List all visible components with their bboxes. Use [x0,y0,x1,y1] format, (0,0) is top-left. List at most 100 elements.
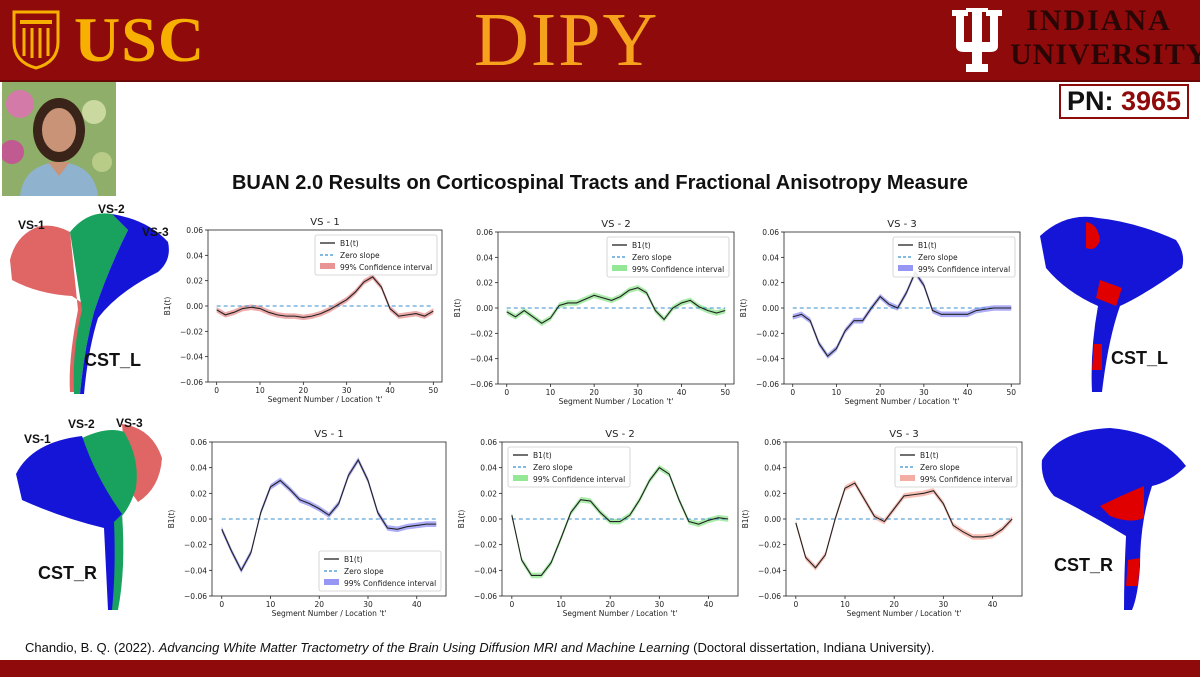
header-banner: USC DIPY INDIANA UNIVERSITY [0,0,1200,82]
x-tick-label: 10 [255,386,265,395]
y-tick-label: 0.00 [764,515,781,524]
y-tick-label: −0.02 [470,329,493,338]
legend-ci-swatch [900,475,915,481]
legend-zero-label: Zero slope [920,463,960,472]
b1-series-line [792,271,1012,357]
y-tick-label: 0.02 [764,489,781,498]
legend-box [894,446,1018,488]
y-tick-label: 0.06 [186,226,203,235]
legend-box [314,234,438,276]
x-tick-label: 40 [704,600,714,609]
legend-box [318,550,442,592]
footer-bar [0,660,1200,677]
x-tick-label: 20 [589,388,599,397]
citation-suffix: (Doctoral dissertation, Indiana Universi… [689,640,935,655]
y-axis-label: B1(t) [453,299,462,318]
y-tick-label: −0.02 [756,329,779,338]
y-tick-label: 0.00 [190,515,207,524]
cst-r-label-left: CST_R [38,563,98,583]
x-tick-label: 50 [1006,388,1016,397]
x-tick-label: 40 [412,600,422,609]
legend-ci-swatch [320,263,335,269]
plot-cst-r-vs2: VS - 2 −0.06 −0.04 −0.02 0.00 0.02 0.04 0.06 0 10… [452,424,744,622]
y-tick-label: 0.06 [764,438,781,447]
x-tick-label: 0 [793,600,798,609]
legend-zero-label: Zero slope [918,253,958,262]
b1-series-line [511,466,729,577]
legend-b1-label: B1(t) [344,555,363,564]
vs1-label-bottom: VS-1 [24,432,51,446]
y-tick-label: 0.00 [186,302,203,311]
y-axis-label: B1(t) [739,299,748,318]
plot-cst-l-vs3: VS - 3 −0.06 −0.04 −0.02 0.00 0.02 0.04 0.06 0 10… [734,214,1026,410]
y-axis-label: B1(t) [741,510,750,529]
x-tick-label: 30 [363,600,373,609]
iu-line1: INDIANA [1026,4,1172,37]
b1-series-line [506,287,726,324]
x-tick-label: 20 [875,388,885,397]
y-tick-label: 0.04 [762,253,779,262]
y-tick-label: −0.02 [180,327,203,336]
y-tick-label: 0.02 [476,279,493,288]
y-tick-label: 0.04 [190,464,207,473]
y-tick-label: 0.00 [476,304,493,313]
x-tick-label: 30 [939,600,949,609]
y-axis-label: B1(t) [163,297,172,316]
legend-zero-label: Zero slope [344,567,384,576]
legend-b1-label: B1(t) [920,451,939,460]
author-photo [2,82,116,196]
y-tick-label: 0.00 [480,515,497,524]
plot-cst-l-vs2: VS - 2 −0.06 −0.04 −0.02 0.00 0.02 0.04 0.06 0 10… [448,214,740,410]
chart-title: VS - 3 [889,429,919,440]
citation-title: Advancing White Matter Tractometry of th… [158,640,690,655]
dipy-title: DIPY [474,0,660,82]
legend-box [892,236,1016,278]
legend-ci-swatch [513,475,528,481]
x-axis-label: Segment Number / Location 't' [845,397,960,406]
x-tick-label: 40 [963,388,973,397]
x-axis-label: Segment Number / Location 't' [563,609,678,618]
b1-series-line [795,482,1013,569]
vs1-label-top: VS-1 [18,218,45,232]
citation-prefix: Chandio, B. Q. (2022). [25,640,159,655]
pn-label: PN: [1066,86,1114,116]
y-tick-label: 0.04 [186,251,203,260]
x-tick-label: 20 [314,600,324,609]
y-tick-label: 0.06 [190,438,207,447]
y-tick-label: −0.04 [758,566,781,575]
legend-b1-label: B1(t) [918,241,937,250]
y-tick-label: 0.02 [762,279,779,288]
usc-logo-text: USC [74,4,206,75]
vs3-label-bottom: VS-3 [116,416,143,430]
y-tick-label: −0.02 [474,541,497,550]
chart-title: VS - 3 [887,219,917,230]
chart-title: VS - 1 [310,217,340,228]
y-tick-label: 0.04 [480,464,497,473]
y-tick-label: −0.06 [184,592,207,601]
legend-ci-label: 99% Confidence interval [340,263,432,272]
b1-series-line [216,276,434,318]
y-tick-label: 0.06 [476,228,493,237]
x-tick-label: 0 [504,388,509,397]
x-axis-label: Segment Number / Location 't' [847,609,962,618]
legend-ci-label: 99% Confidence interval [533,475,625,484]
y-tick-label: −0.06 [756,380,779,389]
brain-cst-right-significant [1041,428,1186,610]
x-tick-label: 0 [214,386,219,395]
x-tick-label: 50 [429,386,439,395]
confidence-band [216,274,434,321]
y-tick-label: −0.06 [758,592,781,601]
x-tick-label: 20 [299,386,309,395]
y-tick-label: 0.04 [764,464,781,473]
citation: Chandio, B. Q. (2022). Advancing White M… [25,640,934,655]
legend-ci-label: 99% Confidence interval [918,265,1010,274]
y-tick-label: −0.06 [470,380,493,389]
plot-cst-r-vs3: VS - 3 −0.06 −0.04 −0.02 0.00 0.02 0.04 0.06 0 10… [736,424,1028,622]
x-tick-label: 20 [605,600,615,609]
legend-ci-label: 99% Confidence interval [632,265,724,274]
x-axis-label: Segment Number / Location 't' [272,609,387,618]
confidence-band [506,284,726,326]
y-tick-label: 0.02 [186,277,203,286]
x-tick-label: 10 [266,600,276,609]
legend-b1-label: B1(t) [632,241,651,250]
